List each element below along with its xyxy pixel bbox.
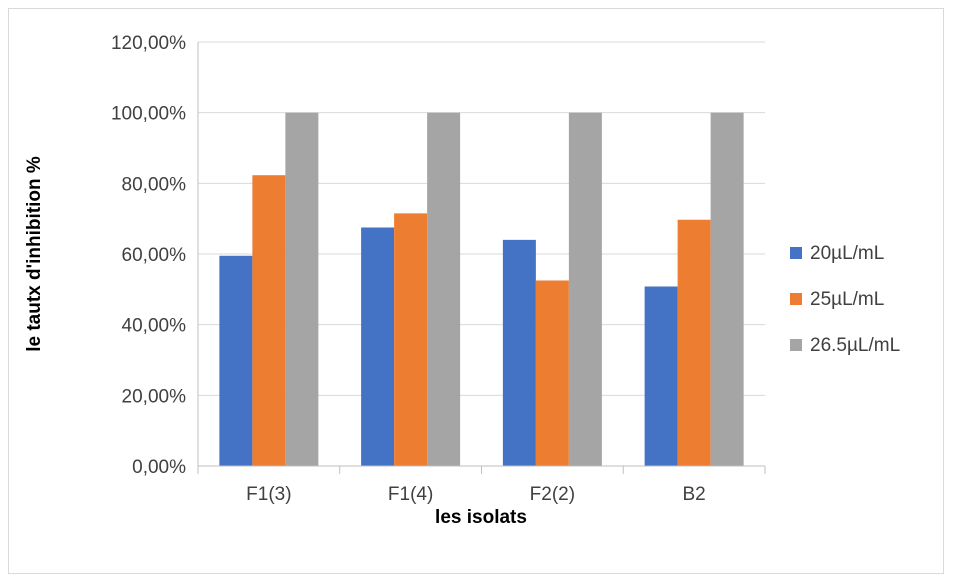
y-tick-label: 120,00%	[111, 33, 186, 54]
legend: 20µL/mL 25µL/mL 26.5µL/mL	[790, 243, 900, 356]
axes	[197, 42, 766, 474]
y-tick-label: 0,00%	[132, 457, 186, 478]
bar-1-4	[644, 286, 678, 466]
x-tick-labels: F1(3) F1(4) F2(2) B2	[246, 484, 706, 505]
bar-1-3	[502, 239, 536, 466]
x-axis-title: les isolats	[435, 507, 527, 528]
legend-label-2: 25µL/mL	[810, 289, 884, 310]
legend-swatch-2	[790, 293, 802, 305]
bar-2-2	[394, 213, 428, 466]
y-tick-label: 40,00%	[122, 316, 187, 337]
x-tick-label: F1(3)	[246, 484, 291, 505]
bar-1-1	[219, 255, 253, 466]
legend-label-3: 26.5µL/mL	[810, 335, 900, 356]
bar-2-1	[252, 175, 286, 466]
legend-label-1: 20µL/mL	[810, 243, 884, 264]
y-axis-title: le tautx d'inhibition %	[24, 156, 45, 352]
bar-1-2	[361, 227, 395, 466]
chart-frame	[8, 8, 944, 574]
bar-2-3	[535, 280, 569, 466]
y-tick-label: 20,00%	[122, 386, 187, 407]
bar-2-4	[677, 219, 711, 466]
x-tick-label: F1(4)	[388, 484, 433, 505]
legend-swatch-1	[790, 247, 802, 259]
x-tick-label: F2(2)	[530, 484, 575, 505]
bar-3-3	[568, 112, 602, 467]
y-tick-label: 60,00%	[122, 245, 187, 266]
bar-3-2	[427, 112, 461, 467]
bar-3-1	[285, 112, 319, 467]
bar-3-4	[710, 112, 744, 467]
bars	[219, 112, 744, 467]
y-tick-label: 80,00%	[122, 174, 187, 195]
legend-swatch-3	[790, 339, 802, 351]
y-tick-label: 100,00%	[111, 104, 186, 125]
y-tick-labels: 0,00% 20,00% 40,00% 60,00% 80,00% 100,00% 120,…	[111, 33, 186, 478]
x-tick-label: B2	[683, 484, 706, 505]
